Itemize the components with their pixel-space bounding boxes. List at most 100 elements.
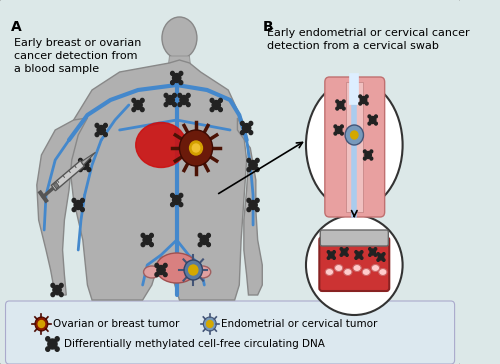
Ellipse shape [362, 269, 370, 276]
Polygon shape [54, 182, 59, 189]
Circle shape [382, 259, 385, 261]
Circle shape [104, 123, 108, 127]
Circle shape [170, 193, 174, 197]
Circle shape [143, 236, 152, 245]
Circle shape [346, 248, 348, 250]
Circle shape [342, 249, 347, 255]
Polygon shape [52, 161, 84, 191]
Circle shape [172, 195, 181, 205]
Circle shape [188, 265, 198, 275]
Circle shape [78, 167, 82, 171]
Circle shape [359, 102, 362, 105]
Circle shape [74, 201, 82, 210]
Circle shape [192, 144, 200, 152]
Circle shape [374, 115, 378, 118]
Circle shape [206, 320, 213, 328]
Circle shape [180, 130, 212, 166]
Circle shape [336, 127, 342, 134]
Circle shape [364, 157, 366, 160]
Circle shape [172, 74, 181, 83]
Circle shape [187, 264, 191, 268]
Circle shape [184, 260, 203, 280]
Circle shape [256, 207, 259, 211]
FancyBboxPatch shape [0, 0, 461, 364]
Circle shape [334, 125, 337, 128]
Circle shape [206, 233, 210, 237]
Circle shape [333, 257, 336, 259]
Circle shape [382, 253, 385, 255]
Circle shape [370, 249, 376, 255]
Circle shape [132, 108, 136, 112]
Circle shape [355, 257, 358, 259]
Polygon shape [168, 56, 192, 76]
Circle shape [359, 95, 362, 98]
Circle shape [345, 125, 364, 145]
Circle shape [240, 131, 244, 135]
Circle shape [164, 264, 167, 268]
Text: A: A [11, 20, 22, 34]
Circle shape [242, 123, 251, 132]
Circle shape [196, 264, 200, 268]
Circle shape [218, 98, 222, 102]
Circle shape [189, 265, 198, 274]
Circle shape [206, 242, 210, 246]
Circle shape [166, 95, 174, 104]
Circle shape [172, 103, 176, 107]
Circle shape [340, 132, 344, 135]
Circle shape [80, 207, 84, 211]
Circle shape [328, 251, 330, 253]
Circle shape [140, 108, 144, 112]
Circle shape [78, 158, 82, 162]
Circle shape [51, 293, 54, 297]
Circle shape [164, 94, 168, 98]
Circle shape [204, 317, 216, 331]
Circle shape [377, 259, 380, 261]
Circle shape [132, 98, 136, 102]
Circle shape [336, 100, 338, 103]
Circle shape [338, 102, 344, 108]
Circle shape [256, 158, 259, 162]
Circle shape [155, 264, 158, 268]
Circle shape [356, 252, 362, 258]
Circle shape [370, 116, 376, 123]
Circle shape [141, 233, 145, 237]
Circle shape [179, 80, 183, 84]
Circle shape [368, 248, 371, 250]
Circle shape [72, 198, 76, 202]
Circle shape [178, 94, 182, 98]
Circle shape [342, 100, 345, 103]
Circle shape [60, 293, 63, 297]
Ellipse shape [156, 253, 198, 283]
Circle shape [198, 242, 202, 246]
Circle shape [340, 254, 342, 256]
Ellipse shape [353, 265, 361, 272]
Circle shape [212, 100, 220, 110]
Circle shape [170, 71, 174, 75]
Circle shape [368, 254, 371, 256]
Circle shape [370, 157, 372, 160]
Circle shape [328, 257, 330, 259]
Circle shape [186, 103, 190, 107]
Circle shape [374, 254, 376, 256]
FancyBboxPatch shape [320, 237, 390, 291]
FancyBboxPatch shape [6, 301, 454, 364]
Text: Differentially methylated cell-free circulating DNA: Differentially methylated cell-free circ… [64, 339, 326, 349]
Circle shape [366, 95, 368, 98]
Circle shape [172, 94, 176, 98]
Circle shape [247, 207, 250, 211]
Circle shape [256, 198, 259, 202]
Circle shape [355, 251, 358, 253]
Circle shape [334, 132, 337, 135]
Ellipse shape [144, 266, 160, 278]
Circle shape [157, 265, 165, 274]
Circle shape [249, 131, 252, 135]
Circle shape [186, 94, 190, 98]
Circle shape [48, 339, 57, 349]
Polygon shape [81, 152, 96, 165]
Circle shape [38, 320, 44, 328]
Circle shape [46, 337, 50, 341]
Ellipse shape [378, 269, 387, 276]
Circle shape [218, 108, 222, 112]
Circle shape [365, 151, 372, 158]
Circle shape [97, 126, 106, 135]
